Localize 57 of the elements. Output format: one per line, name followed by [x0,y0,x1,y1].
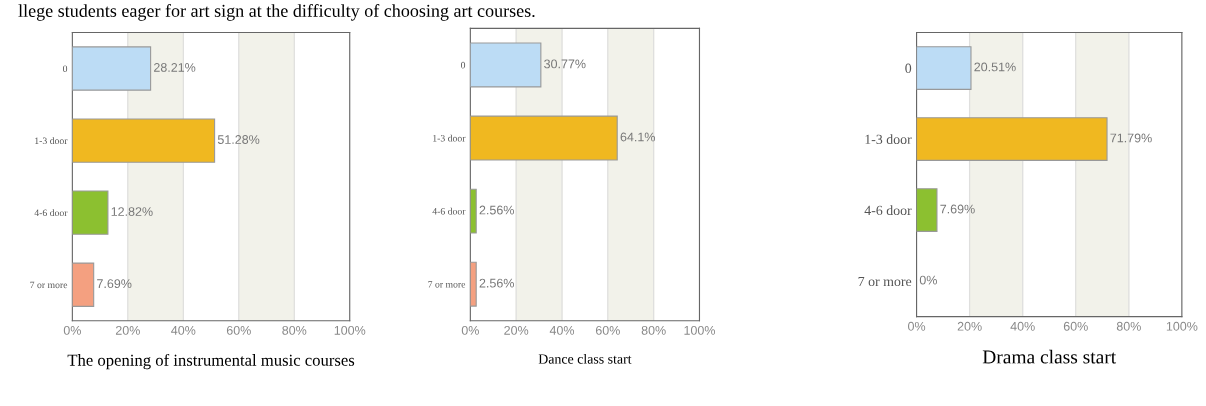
bar [470,261,477,307]
x-tick-label: 0% [63,325,81,335]
x-tick-label: 100% [334,325,366,335]
y-tick-label: 7 or more [428,281,466,288]
x-tick-label: 20% [115,325,140,335]
y-tick-label: 1-3 door [865,134,912,145]
text: llege students eager for art sign at the difficulty of choosing art courses. [18,4,535,21]
data-label: 2.56% [479,278,514,288]
data-label: 64.1% [620,132,655,142]
data-label: 71.79% [1110,133,1152,143]
data-label: 2.56% [479,205,514,215]
bar [916,117,1108,161]
data-label: 30.77% [544,59,586,69]
x-tick-label: 20% [957,321,982,331]
x-tick-label: 40% [171,325,196,335]
y-tick-label: 0 [63,65,68,72]
bar [72,46,152,91]
x-axis-title: Dance class start [538,353,632,364]
data-label: 28.21% [154,63,196,72]
y-tick-label: 4-6 door [34,209,68,217]
y-tick-label: 4-6 door [432,207,466,215]
bar [72,190,109,235]
y-tick-label: 0 [460,61,466,69]
x-tick-label: 80% [1116,321,1141,331]
x-tick-label: 60% [595,325,620,335]
y-tick-label: 7 or more [858,276,912,287]
x-tick-label: 40% [1010,321,1035,331]
data-label: 7.69% [940,204,975,214]
x-tick-label: 60% [226,325,251,335]
y-tick-label: 0 [905,63,912,73]
x-axis-title: Drama class start [982,349,1117,364]
x-tick-label: 0% [461,325,479,335]
data-label: 0% [919,275,937,285]
bar [916,188,938,232]
x-tick-label: 0% [908,321,926,331]
x-tick-label: 80% [282,325,307,335]
bar [72,262,95,307]
y-tick-label: 1-3 door [35,137,68,145]
x-tick-label: 60% [1063,321,1088,331]
bar [470,42,542,88]
y-tick-label: 4-6 door [864,205,912,216]
bar [470,115,618,161]
bar [470,188,477,234]
data-label: 7.69% [97,279,132,289]
x-tick-label: 40% [549,325,575,335]
x-axis-title: The opening of instrumental music courses [67,353,355,370]
data-label: 51.28% [217,135,260,144]
bar [72,118,216,163]
data-label: 12.82% [111,207,153,216]
data-label: 20.51% [974,62,1016,72]
x-tick-label: 20% [504,325,529,335]
bar [916,46,972,90]
x-tick-label: 100% [1166,321,1198,331]
y-tick-label: 1-3 door [433,134,466,142]
x-tick-label: 100% [684,325,716,335]
x-tick-label: 80% [641,325,666,335]
y-tick-label: 7 or more [30,281,68,289]
